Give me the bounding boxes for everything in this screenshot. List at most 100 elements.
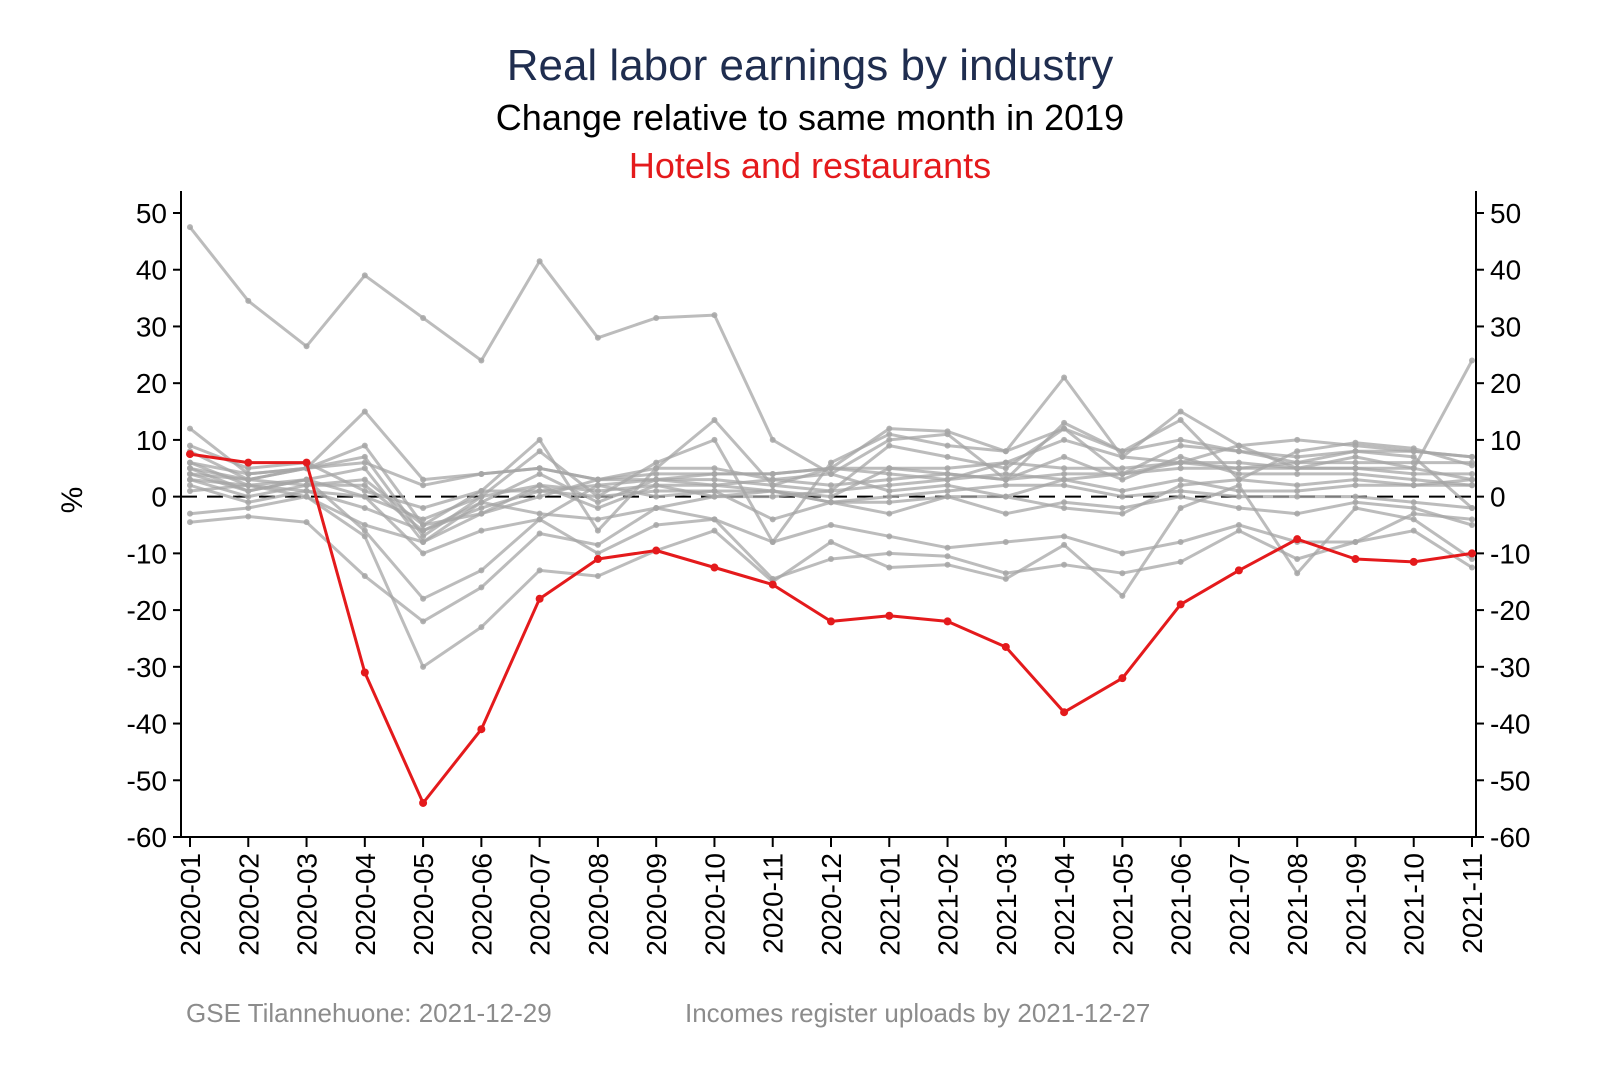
gray-series-point <box>1177 504 1184 511</box>
gray-series-point <box>886 533 893 540</box>
gray-series-point <box>1061 470 1068 477</box>
gray-series-point <box>1469 462 1475 469</box>
gray-series-point <box>1002 493 1009 500</box>
y-tick-label-left: 10 <box>136 425 167 456</box>
gray-series-point <box>1235 522 1242 528</box>
gray-series-point <box>1410 499 1417 506</box>
gray-series-point <box>886 425 893 432</box>
hotels-restaurants-point <box>1118 674 1127 683</box>
gray-series-point <box>478 357 485 364</box>
gray-series-point <box>536 470 543 477</box>
gray-series-point <box>1469 470 1475 477</box>
gray-series-point <box>1002 482 1009 489</box>
chart-title: Real labor earnings by industry <box>507 41 1114 90</box>
gray-series-point <box>1119 510 1126 517</box>
hotels-restaurants-point <box>885 611 894 620</box>
gray-series-point <box>1294 510 1301 517</box>
gray-series-point <box>594 527 601 534</box>
gray-series-point <box>1177 453 1184 460</box>
gray-series-point <box>1235 482 1242 489</box>
gray-series-point <box>1177 493 1184 500</box>
gray-series-point <box>1294 459 1301 466</box>
gray-series-point <box>769 516 776 523</box>
gray-series-point <box>1061 425 1068 432</box>
gray-series-point <box>187 425 193 432</box>
gray-series-point <box>420 539 427 546</box>
x-tick-label: 2020-04 <box>350 853 381 956</box>
gray-series-point <box>1352 470 1359 477</box>
x-tick-label: 2020-06 <box>466 853 497 956</box>
y-tick-label-left: -40 <box>127 709 167 740</box>
gray-series-point <box>886 436 893 443</box>
gray-series-point <box>1119 470 1126 477</box>
x-tick-label: 2020-10 <box>699 853 730 956</box>
gray-series-point <box>1469 476 1475 483</box>
gray-series-point <box>536 436 543 443</box>
hotels-restaurants-point <box>1234 566 1243 575</box>
hotels-restaurants-point <box>477 725 486 734</box>
gray-series-point <box>245 470 252 477</box>
gray-series-point <box>478 470 485 477</box>
gray-series-point <box>420 314 427 321</box>
gray-series-point <box>653 476 660 483</box>
gray-series-point <box>886 465 893 472</box>
gray-series-point <box>886 470 893 477</box>
gray-series-point <box>1061 419 1068 426</box>
y-tick-label-left: -50 <box>127 765 167 796</box>
gray-series-point <box>1119 453 1126 460</box>
x-tick-label: 2021-11 <box>1457 853 1488 954</box>
gray-series-point <box>420 527 427 534</box>
gray-series-point <box>245 504 252 511</box>
gray-series-point <box>594 516 601 523</box>
gray-series-point <box>1119 550 1126 557</box>
gray-series-point <box>1469 357 1475 364</box>
gray-series-point <box>1410 459 1417 466</box>
hotels-restaurants-point <box>1468 549 1476 558</box>
gray-series-point <box>187 510 193 517</box>
gray-series-point <box>1061 482 1068 489</box>
gray-series-point <box>1294 453 1301 460</box>
hotels-restaurants-point <box>360 668 369 677</box>
gray-series-point <box>711 527 718 534</box>
gray-series-point <box>828 522 834 528</box>
gray-series-point <box>187 459 193 466</box>
y-tick-label-left: -30 <box>127 652 167 683</box>
gray-series-point <box>594 573 601 580</box>
gray-series-point <box>1410 482 1417 489</box>
gray-series-point <box>187 476 193 483</box>
y-tick-label-right: -50 <box>1490 765 1530 796</box>
y-tick-label-left: 40 <box>136 255 167 286</box>
gray-series-point <box>478 487 485 494</box>
gray-series-point <box>1177 539 1184 546</box>
gray-series-point <box>828 470 834 477</box>
gray-series-point <box>361 533 368 540</box>
gray-series-point <box>886 482 893 489</box>
gray-series-point <box>1235 493 1242 500</box>
gray-series-point <box>1469 453 1475 460</box>
y-tick-label-right: 50 <box>1490 198 1521 229</box>
gray-series-point <box>1235 476 1242 483</box>
gray-series-point <box>420 504 427 511</box>
gray-series-point <box>828 493 834 500</box>
gray-series-point <box>187 442 193 449</box>
gray-series-point <box>420 550 427 557</box>
gray-series-point <box>1061 533 1068 540</box>
x-tick-label: 2020-09 <box>641 853 672 956</box>
x-tick-label: 2020-12 <box>816 853 847 956</box>
gray-series-point <box>1469 482 1475 489</box>
hotels-restaurants-point <box>1176 600 1185 609</box>
x-tick-label: 2021-03 <box>991 853 1022 956</box>
gray-series-point <box>420 618 427 625</box>
gray-series-point <box>1410 445 1417 452</box>
gray-series-point <box>944 453 951 460</box>
gray-series-point <box>886 431 893 438</box>
gray-series-point <box>1294 465 1301 472</box>
gray-series-point <box>420 533 427 540</box>
gray-series-point <box>769 482 776 489</box>
gray-series-point <box>594 504 601 511</box>
gray-series-point <box>1061 504 1068 511</box>
x-tick-label: 2020-07 <box>525 853 556 956</box>
x-tick-label: 2021-07 <box>1224 853 1255 956</box>
gray-series-point <box>1235 470 1242 477</box>
gray-series-point <box>653 459 660 466</box>
